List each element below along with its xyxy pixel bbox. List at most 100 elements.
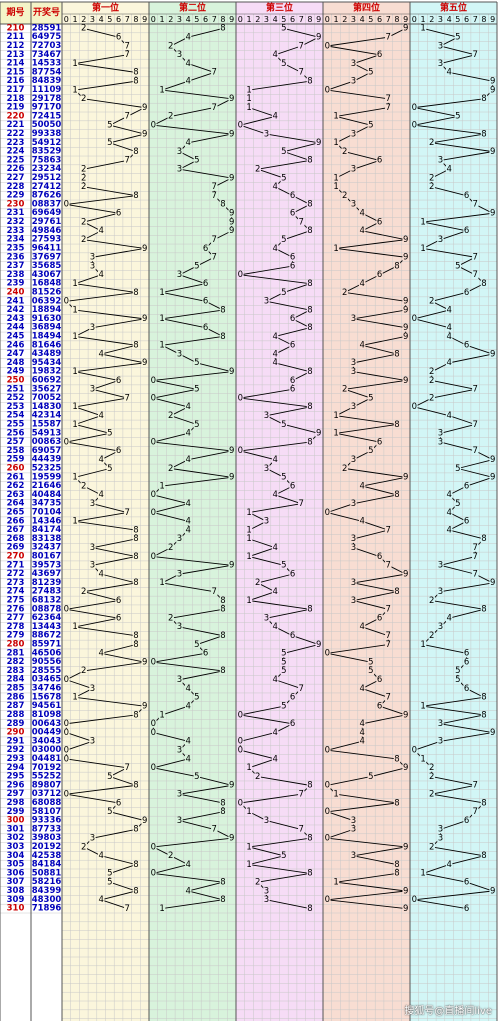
digit-mark-bg: [219, 332, 227, 341]
digit-mark-bg: [350, 455, 357, 464]
trend-line-segment: [414, 899, 467, 910]
digit-mark: 5: [368, 666, 373, 676]
issue-number: 253: [7, 402, 25, 412]
issue-number: 218: [7, 94, 25, 104]
digit-mark-bg: [358, 226, 366, 235]
digit-mark: 2: [81, 587, 86, 597]
digit-mark: 4: [272, 112, 277, 122]
trend-line-segment: [74, 468, 110, 478]
trend-line-segment: [449, 353, 493, 364]
digit-mark: 8: [307, 833, 312, 843]
draw-number: 00863: [32, 437, 62, 447]
trend-line-segment: [153, 837, 232, 848]
digit-header-label: 9: [490, 15, 495, 24]
digit-mark: 4: [98, 270, 103, 280]
digit-mark-bg: [350, 851, 357, 860]
digit-mark-bg: [411, 402, 418, 411]
trend-line-segment: [362, 230, 406, 241]
digit-mark: 5: [281, 701, 286, 711]
digit-mark-bg: [306, 605, 314, 614]
digit-mark-bg: [89, 253, 96, 262]
digit-header-label: 4: [360, 15, 365, 24]
draw-number: 14346: [32, 516, 62, 526]
digit-mark: 9: [403, 323, 408, 333]
digit-mark-bg: [263, 614, 270, 623]
trend-line-segment: [66, 432, 110, 443]
draw-number: 13443: [32, 622, 62, 632]
digit-mark-bg: [289, 262, 296, 271]
digit-mark: 6: [116, 376, 121, 386]
digit-header-label: 3: [177, 15, 182, 24]
digit-mark: 4: [359, 209, 364, 219]
digit-mark-bg: [445, 614, 453, 623]
digit-mark-bg: [358, 737, 366, 746]
digit-mark: 6: [464, 341, 469, 351]
trend-line-segment: [101, 573, 137, 584]
digit-mark: 8: [133, 578, 138, 588]
trend-line-segment: [266, 300, 311, 311]
digit-mark-bg: [393, 754, 401, 763]
digit-mark-bg: [211, 253, 218, 262]
digit-mark: 6: [464, 904, 469, 914]
digit-mark: 7: [386, 561, 391, 571]
digit-mark-bg: [141, 702, 148, 711]
digit-mark: 9: [403, 569, 408, 579]
issue-number: 221: [7, 120, 25, 130]
digit-mark-bg: [472, 50, 479, 59]
digit-mark-bg: [393, 869, 401, 878]
digit-mark-bg: [341, 288, 348, 297]
issue-number: 295: [7, 772, 25, 782]
digit-mark-bg: [341, 385, 348, 394]
digit-mark: 5: [107, 772, 112, 782]
digit-mark: 2: [81, 173, 86, 183]
digit-mark: 4: [272, 622, 277, 632]
issue-number: 292: [7, 745, 25, 755]
digit-mark: 4: [185, 59, 190, 69]
trend-line-segment: [344, 388, 371, 399]
issue-number: 280: [7, 640, 25, 650]
digit-mark-bg: [63, 675, 70, 684]
digit-mark-bg: [280, 174, 288, 183]
digit-mark: 8: [133, 781, 138, 791]
trend-line-segment: [422, 221, 467, 232]
digit-mark: 6: [290, 341, 295, 351]
trend-line-segment: [92, 538, 137, 549]
digit-mark-bg: [306, 367, 314, 376]
digit-mark: 4: [359, 279, 364, 289]
digit-header-label: 1: [334, 15, 339, 24]
digit-mark: 8: [220, 332, 225, 342]
digit-mark: 3: [438, 587, 443, 597]
digit-mark-bg: [71, 59, 79, 68]
trend-line-segment: [83, 186, 137, 197]
digit-mark-bg: [211, 68, 218, 77]
digit-mark: 8: [133, 534, 138, 544]
issue-number: 265: [7, 508, 25, 518]
draw-number: 75863: [32, 155, 62, 165]
issue-number: 285: [7, 684, 25, 694]
digit-mark-bg: [306, 869, 314, 878]
digit-mark: 6: [377, 437, 382, 447]
number-column-header: 开奖号: [33, 6, 60, 18]
digit-mark: 8: [133, 288, 138, 298]
digit-mark: 4: [359, 719, 364, 729]
trend-line-segment: [188, 881, 224, 892]
draw-number: 54912: [32, 138, 62, 148]
digit-mark: 1: [159, 578, 164, 588]
digit-mark-bg: [97, 270, 105, 279]
digit-mark-bg: [80, 842, 87, 851]
digit-mark-bg: [332, 112, 340, 121]
digit-mark-bg: [228, 834, 235, 843]
digit-mark: 9: [142, 657, 147, 667]
trend-line-segment: [353, 353, 398, 364]
digit-header-label: 6: [290, 15, 295, 24]
digit-mark-bg: [306, 834, 314, 843]
digit-mark: 6: [290, 191, 295, 201]
trend-line-segment: [240, 450, 276, 461]
digit-mark-bg: [97, 570, 105, 579]
digit-mark: 1: [420, 640, 425, 650]
trend-line-segment: [449, 71, 493, 82]
digit-mark: 2: [342, 464, 347, 474]
digit-mark: 3: [351, 455, 356, 465]
digit-mark-bg: [454, 464, 462, 473]
digit-mark-bg: [158, 341, 166, 350]
